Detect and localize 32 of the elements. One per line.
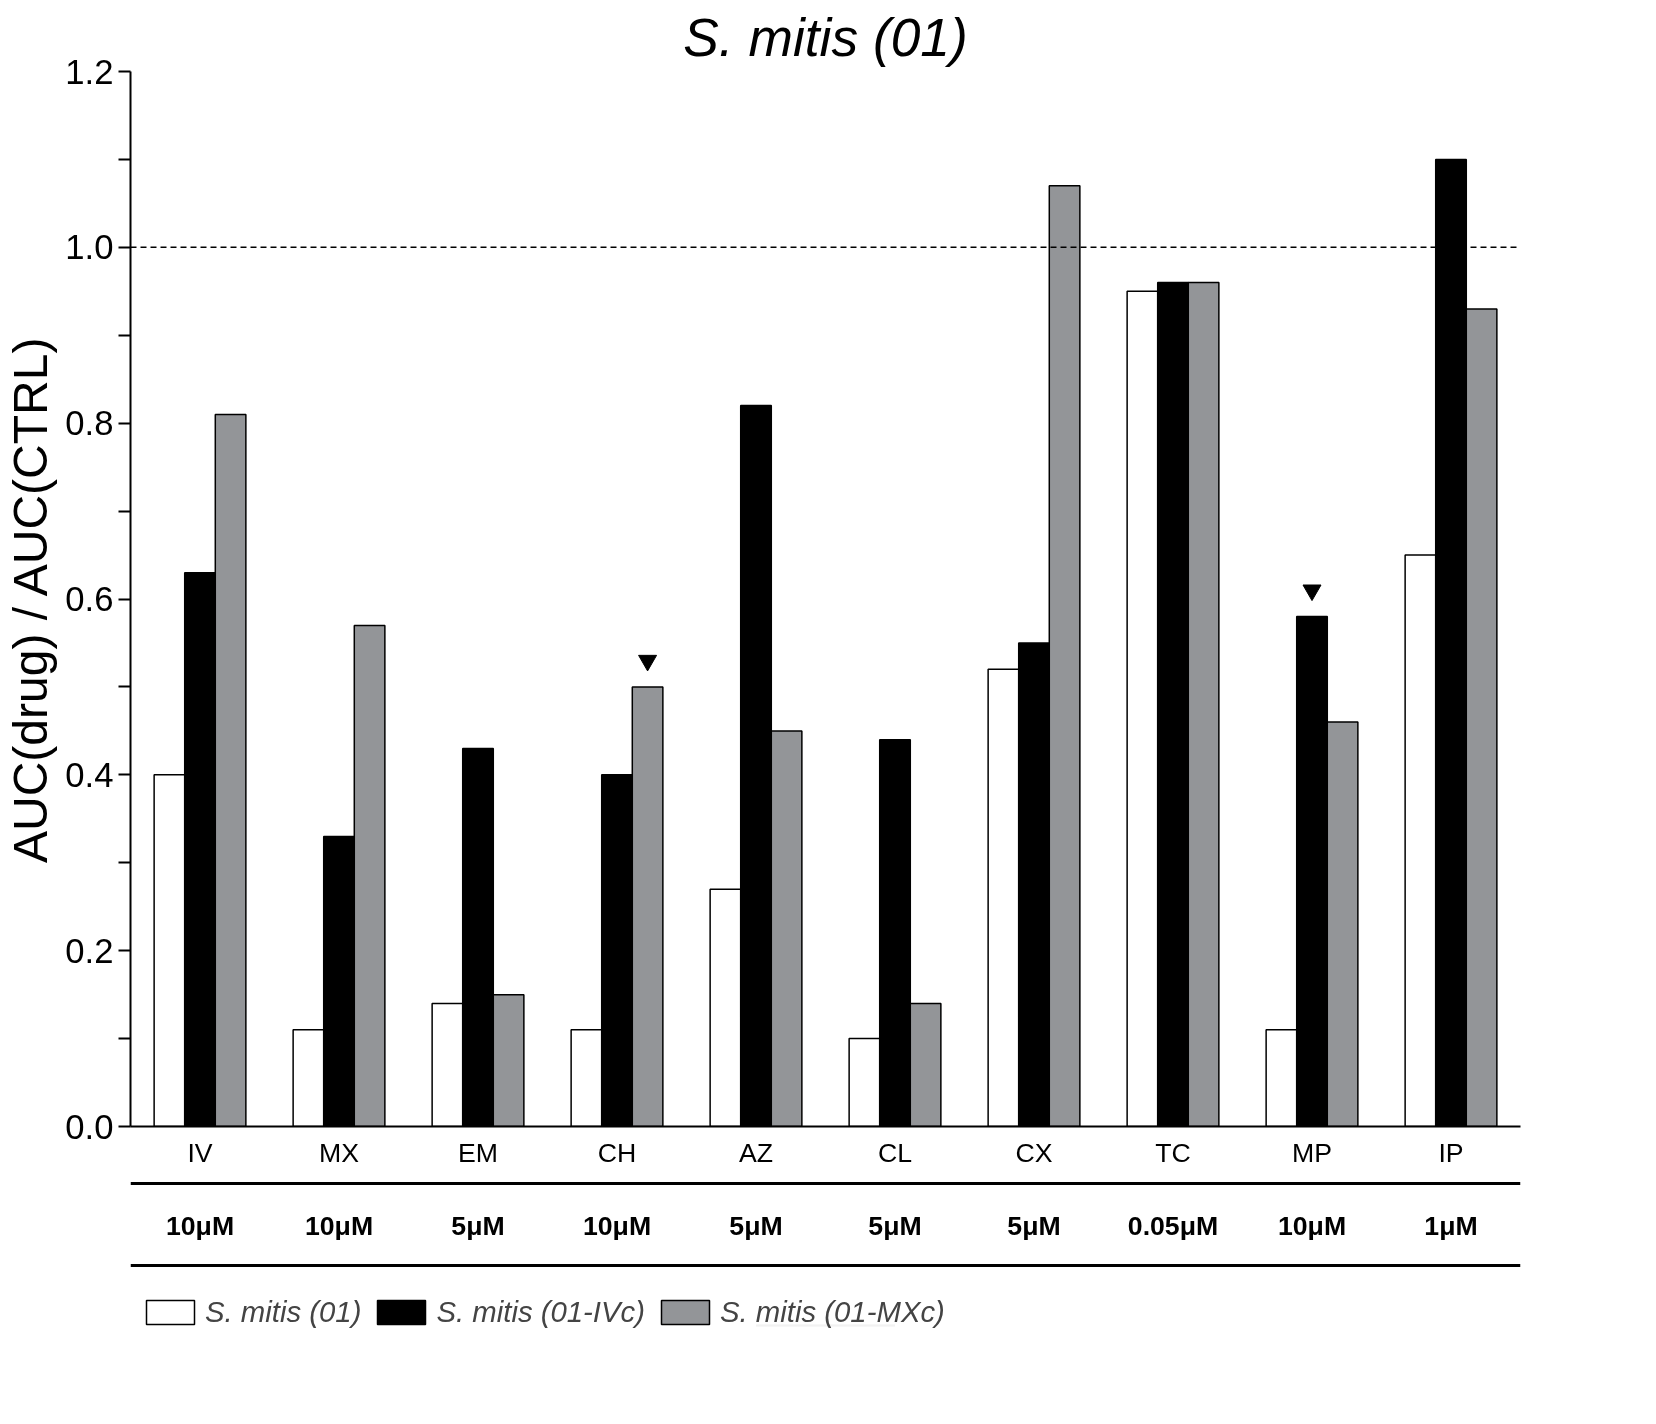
text: 5μM (451, 1210, 505, 1241)
y-tick-label: 0.2 (65, 931, 114, 970)
legend-label: S. mitis (01) (205, 1295, 362, 1329)
x-tick-label: EM (458, 1137, 498, 1168)
text: 10μM (582, 1210, 652, 1241)
chart-title: S. mitis (01) (683, 7, 968, 67)
text: 1μM (1424, 1210, 1478, 1241)
text: 5μM (868, 1210, 922, 1241)
text: 0.05μM (1127, 1210, 1219, 1241)
x-tick-label: AZ (738, 1137, 774, 1168)
y-tick-label: 0.4 (65, 755, 114, 794)
x-tick-label: CH (597, 1137, 637, 1168)
legend-label: S. mitis (01-IVc) (436, 1295, 646, 1329)
x-tick-label: CL (877, 1137, 913, 1168)
y-tick-label: 1.0 (65, 228, 114, 267)
x-tick-label: IV (187, 1137, 213, 1168)
y-tick-label: 0.6 (65, 580, 114, 618)
x-tick-label: CX (1015, 1137, 1053, 1168)
x-tick-label: IP (1438, 1137, 1464, 1168)
text: 10μM (165, 1210, 235, 1241)
text: 10μM (1277, 1210, 1347, 1241)
x-tick-label: MP (1292, 1137, 1332, 1168)
text: 10μM (304, 1210, 374, 1241)
x-tick-label: MX (319, 1137, 360, 1168)
y-axis-title: AUC(drug) / AUC(CTRL) (4, 337, 58, 864)
x-tick-label: TC (1155, 1137, 1191, 1168)
text: 5μM (729, 1210, 783, 1241)
text: 5μM (1007, 1210, 1061, 1241)
legend-label: S. mitis (01-MXc) (720, 1295, 945, 1329)
y-tick-label: 0.0 (65, 1107, 114, 1146)
y-tick-label: 0.8 (65, 404, 114, 443)
y-tick-label: 1.2 (65, 52, 114, 91)
